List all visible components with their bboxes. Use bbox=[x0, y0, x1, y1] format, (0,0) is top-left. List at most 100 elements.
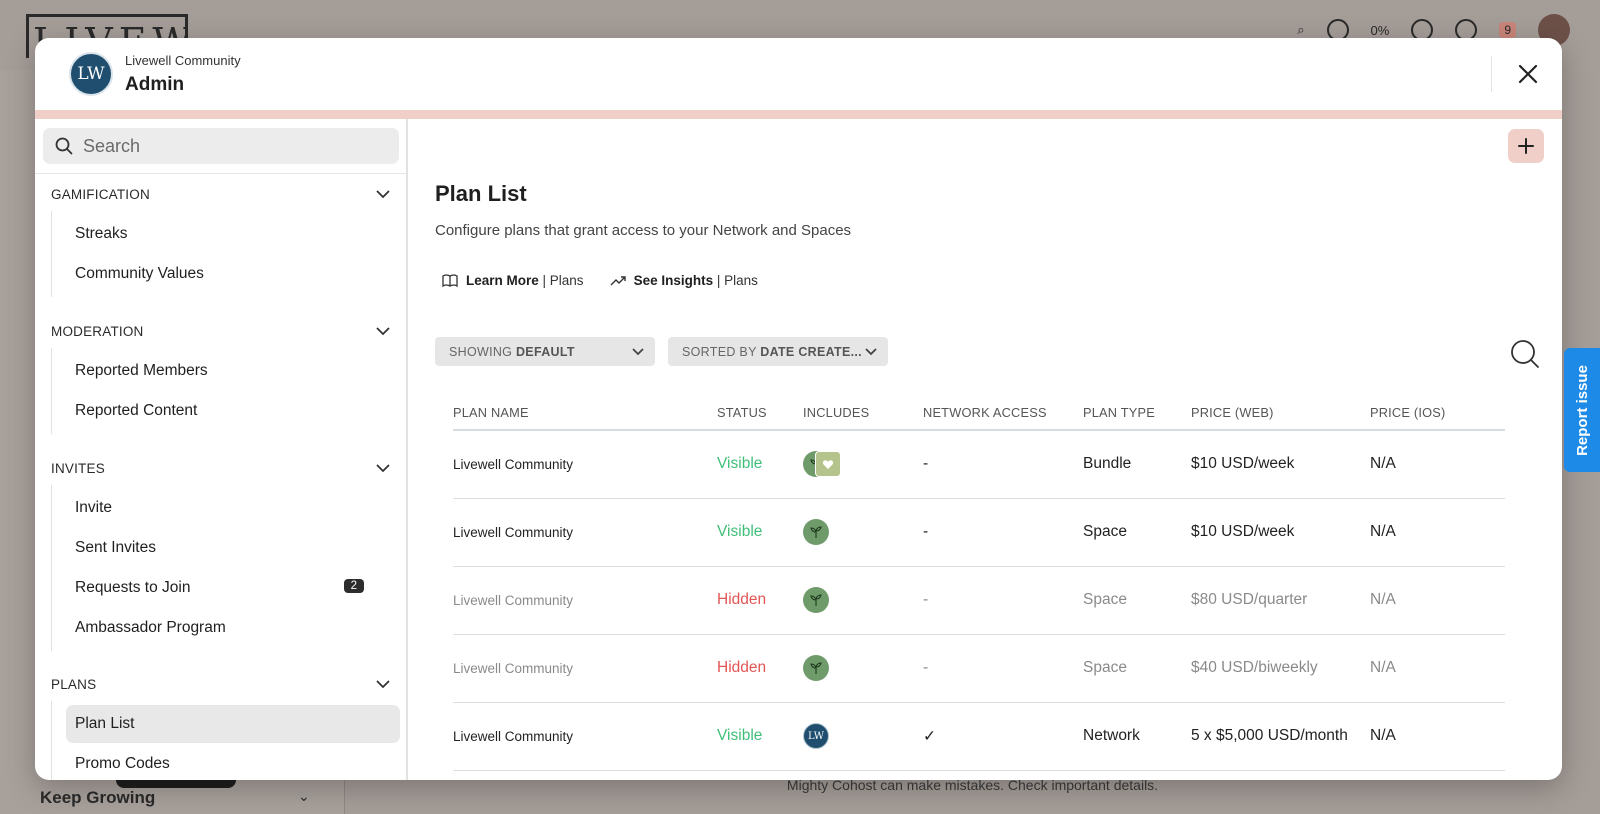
col-price-web[interactable]: PRICE (WEB) bbox=[1191, 395, 1370, 431]
plan-network-access: - bbox=[923, 566, 1083, 635]
col-includes[interactable]: INCLUDES bbox=[803, 395, 923, 431]
status-visible: Visible bbox=[717, 523, 763, 540]
plan-network-access: - bbox=[923, 498, 1083, 567]
showing-filter-dropdown[interactable]: SHOWING DEFAULT bbox=[435, 337, 655, 366]
plan-price-ios: N/A bbox=[1370, 430, 1505, 499]
section-plans-items: Plan List Promo Codes bbox=[51, 701, 400, 780]
section-title: PLANS bbox=[51, 676, 97, 692]
admin-sidebar: GAMIFICATION Streaks Community Values MO… bbox=[35, 119, 408, 780]
sprout-icon bbox=[803, 655, 829, 681]
plans-table: PLAN NAME STATUS INCLUDES NETWORK ACCESS… bbox=[453, 395, 1505, 771]
close-button[interactable] bbox=[1512, 58, 1544, 90]
plus-icon bbox=[1518, 138, 1534, 154]
plan-price-ios: N/A bbox=[1370, 634, 1505, 703]
sidebar-item-ambassador-program[interactable]: Ambassador Program bbox=[66, 609, 400, 647]
search-input[interactable] bbox=[83, 135, 363, 157]
sidebar-item-promo-codes[interactable]: Promo Codes bbox=[66, 745, 400, 780]
section-title: INVITES bbox=[51, 460, 105, 476]
plan-name: Livewell Community bbox=[453, 566, 717, 635]
section-invites[interactable]: INVITES bbox=[51, 458, 391, 478]
plan-status: Hidden bbox=[717, 634, 803, 703]
page-title: Plan List bbox=[435, 181, 527, 206]
plan-network-access: - bbox=[923, 634, 1083, 703]
add-plan-button[interactable] bbox=[1508, 129, 1544, 163]
help-links: Learn More | Plans See Insights | Plans bbox=[442, 273, 758, 288]
sidebar-item-streaks[interactable]: Streaks bbox=[66, 215, 400, 253]
col-status[interactable]: STATUS bbox=[717, 395, 803, 431]
sidebar-item-invite[interactable]: Invite bbox=[66, 489, 400, 527]
sort-prefix: SORTED BY bbox=[682, 344, 761, 359]
sidebar-item-plan-list[interactable]: Plan List bbox=[66, 705, 400, 743]
col-plan-type[interactable]: PLAN TYPE bbox=[1083, 395, 1191, 431]
sidebar-item-requests-to-join[interactable]: Requests to Join 2 bbox=[66, 569, 400, 607]
plan-type: Network bbox=[1083, 702, 1191, 771]
chevron-down-icon bbox=[376, 464, 390, 473]
table-row[interactable]: Livewell Community Hidden - Space $80 US… bbox=[453, 566, 1505, 635]
network-logo-icon: LW bbox=[803, 723, 829, 749]
table-row[interactable]: Livewell Community Visible - Space $10 U… bbox=[453, 498, 1505, 567]
chevron-down-icon bbox=[865, 348, 877, 356]
sidebar-item-sent-invites[interactable]: Sent Invites bbox=[66, 529, 400, 567]
sidebar-item-label: Plan List bbox=[75, 715, 135, 732]
plan-status: Hidden bbox=[717, 566, 803, 635]
section-gamification-items: Streaks Community Values bbox=[51, 211, 399, 297]
sidebar-item-label: Community Values bbox=[75, 265, 204, 282]
plan-type: Space bbox=[1083, 566, 1191, 635]
plan-price-web: 5 x $5,000 USD/month bbox=[1191, 702, 1370, 771]
table-row[interactable]: Livewell Community Visible LW ✓ Network … bbox=[453, 702, 1505, 771]
learn-more-link[interactable]: Learn More | Plans bbox=[442, 273, 584, 288]
trending-up-icon bbox=[610, 275, 626, 285]
background-chevron-down-icon: ⌄ bbox=[298, 788, 310, 804]
plan-price-ios: N/A bbox=[1370, 498, 1505, 567]
search-icon bbox=[1511, 340, 1539, 368]
section-gamification[interactable]: GAMIFICATION bbox=[51, 184, 391, 204]
plan-type: Bundle bbox=[1083, 430, 1191, 499]
main-content: Plan List Configure plans that grant acc… bbox=[410, 119, 1562, 780]
plan-status: Visible bbox=[717, 702, 803, 771]
sidebar-item-label: Requests to Join bbox=[75, 579, 191, 596]
sidebar-item-community-values[interactable]: Community Values bbox=[66, 255, 400, 293]
see-insights-link[interactable]: See Insights | Plans bbox=[610, 273, 758, 288]
table-row[interactable]: Livewell Community Visible - Bundle $10 … bbox=[453, 430, 1505, 499]
background-notification-badge: 9 bbox=[1499, 22, 1516, 38]
plan-type: Space bbox=[1083, 498, 1191, 567]
sidebar-item-reported-content[interactable]: Reported Content bbox=[66, 392, 400, 430]
plan-price-ios: N/A bbox=[1370, 702, 1505, 771]
filter-value: DEFAULT bbox=[515, 344, 575, 359]
report-issue-button[interactable]: Report issue bbox=[1564, 348, 1600, 472]
sidebar-search[interactable] bbox=[43, 128, 399, 164]
search-divider bbox=[35, 173, 406, 174]
sidebar-item-label: Reported Content bbox=[75, 402, 198, 419]
sidebar-item-label: Invite bbox=[75, 499, 113, 516]
sidebar-item-label: Streaks bbox=[75, 225, 128, 242]
sidebar-item-label: Sent Invites bbox=[75, 539, 156, 556]
plan-price-web: $10 USD/week bbox=[1191, 430, 1370, 499]
col-plan-name[interactable]: PLAN NAME bbox=[453, 395, 717, 431]
plan-name: Livewell Community bbox=[453, 634, 717, 703]
section-moderation[interactable]: MODERATION bbox=[51, 321, 391, 341]
section-plans[interactable]: PLANS bbox=[51, 674, 391, 694]
sort-dropdown[interactable]: SORTED BY DATE CREATE... bbox=[668, 337, 888, 366]
table-search-button[interactable] bbox=[1510, 339, 1540, 369]
section-title: GAMIFICATION bbox=[51, 186, 150, 202]
plan-price-web: $40 USD/biweekly bbox=[1191, 634, 1370, 703]
col-network-access[interactable]: NETWORK ACCESS bbox=[923, 395, 1083, 431]
status-hidden: Hidden bbox=[717, 591, 767, 608]
chevron-down-icon bbox=[632, 348, 644, 356]
col-price-ios[interactable]: PRICE (IOS) bbox=[1370, 395, 1505, 431]
plan-network-access: - bbox=[923, 430, 1083, 499]
plan-price-web: $80 USD/quarter bbox=[1191, 566, 1370, 635]
brand-subtitle: Livewell Community bbox=[125, 53, 241, 68]
table-row[interactable]: Livewell Community Hidden - Space $40 US… bbox=[453, 634, 1505, 703]
plan-network-access: ✓ bbox=[923, 702, 1083, 771]
report-issue-label: Report issue bbox=[1573, 364, 1591, 456]
plan-name: Livewell Community bbox=[453, 702, 717, 771]
sidebar-item-label: Promo Codes bbox=[75, 755, 170, 772]
background-progress-percent: 0% bbox=[1370, 22, 1390, 38]
search-icon bbox=[55, 137, 73, 155]
section-invites-items: Invite Sent Invites Requests to Join 2 A… bbox=[51, 485, 399, 651]
sidebar-item-reported-members[interactable]: Reported Members bbox=[66, 352, 400, 390]
see-insights-suffix: | Plans bbox=[713, 273, 758, 288]
status-visible: Visible bbox=[717, 727, 763, 744]
filter-prefix: SHOWING bbox=[449, 344, 516, 359]
